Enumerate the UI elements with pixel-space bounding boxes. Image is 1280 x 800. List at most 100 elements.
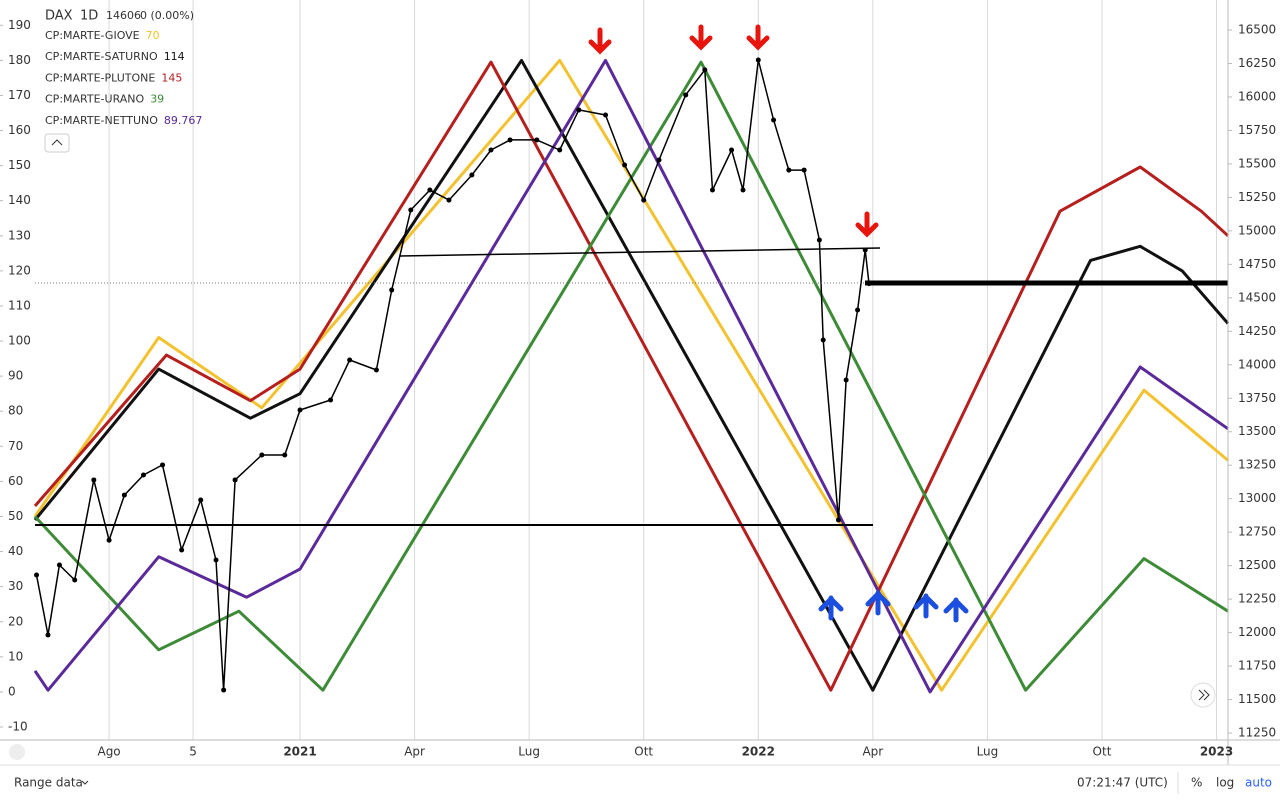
- series-line: [33, 58, 1229, 694]
- price-point: [855, 307, 861, 313]
- price-point: [835, 517, 841, 523]
- red-arrows: [588, 24, 879, 238]
- y-tick-label: 110: [8, 298, 31, 312]
- range-caret: [81, 780, 89, 785]
- y2-tick-label: 11250: [1238, 726, 1276, 740]
- series-line: [33, 58, 1229, 692]
- y-tick-label: 80: [8, 404, 23, 418]
- y2-tick-label: 15250: [1238, 190, 1276, 204]
- y-tick-label: 190: [8, 18, 31, 32]
- price-point: [446, 197, 452, 203]
- y-tick-label: 140: [8, 193, 31, 207]
- price-point: [801, 167, 807, 173]
- price-point: [106, 537, 112, 543]
- scroll-button[interactable]: [1190, 682, 1216, 708]
- y2-tick-label: 13250: [1238, 458, 1276, 472]
- y-tick-label: 170: [8, 88, 31, 102]
- collapse-button[interactable]: [44, 133, 70, 153]
- price-point: [198, 497, 204, 503]
- legend-name: CP:MARTE-SATURNO: [45, 50, 158, 63]
- price-point: [373, 367, 379, 373]
- price-point: [683, 92, 689, 98]
- price-point: [816, 237, 822, 243]
- symbol: DAX: [45, 9, 73, 24]
- legend-value: 39: [150, 93, 164, 106]
- range-button[interactable]: Range data: [14, 776, 83, 790]
- price-point: [786, 167, 792, 173]
- price-point: [729, 147, 735, 153]
- price-point: [702, 67, 708, 73]
- y-tick-label: 160: [8, 123, 31, 137]
- price-point: [843, 377, 849, 383]
- legend-name: CP:MARTE-PLUTONE: [45, 71, 155, 84]
- y2-tick-label: 14500: [1238, 290, 1276, 304]
- x-tick-label: 2021: [283, 745, 316, 759]
- series-line: [35, 59, 870, 691]
- header: DAX 1D 14606 0 (0.00%): [45, 9, 194, 24]
- y-tick-label: 60: [8, 474, 23, 488]
- auto-button[interactable]: auto: [1245, 776, 1272, 790]
- x-tick-label: Lug: [977, 745, 999, 759]
- legend-name: CP:MARTE-NETTUNO: [45, 114, 158, 127]
- y2-tick-label: 13750: [1238, 391, 1276, 405]
- down-arrow: [855, 211, 879, 238]
- clock: 07:21:47 (UTC): [1077, 776, 1168, 790]
- down-arrow: [689, 24, 713, 51]
- price-point: [232, 477, 238, 483]
- y2-tick-label: 15000: [1238, 223, 1276, 237]
- legend-name: CP:MARTE-URANO: [45, 93, 145, 106]
- price-point: [221, 687, 227, 693]
- price-point: [622, 162, 628, 168]
- x-tick-label: 2023: [1200, 745, 1233, 759]
- y2-tick-label: 11750: [1238, 659, 1276, 673]
- y2-tick-label: 13000: [1238, 491, 1276, 505]
- y2-tick-label: 12000: [1238, 625, 1276, 639]
- y-tick-label: 10: [8, 649, 23, 663]
- resistance-line: [399, 247, 881, 257]
- y-tick-label: 130: [8, 228, 31, 242]
- price-point: [259, 452, 265, 458]
- series-line: [33, 60, 1229, 692]
- price-point: [72, 577, 78, 583]
- y2-tick-label: 16000: [1238, 89, 1276, 103]
- price-point: [576, 107, 582, 113]
- percent-button[interactable]: %: [1191, 776, 1202, 790]
- price-point: [297, 407, 303, 413]
- up-arrow: [913, 593, 939, 619]
- price-point: [469, 172, 475, 178]
- legend-value: 114: [164, 50, 185, 63]
- y-tick-label: 50: [8, 509, 23, 523]
- y2-tick-label: 16500: [1238, 22, 1276, 36]
- price-point: [56, 562, 62, 568]
- price-point: [488, 147, 494, 153]
- y2-tick-label: 12500: [1238, 558, 1276, 572]
- up-arrow: [943, 597, 969, 623]
- y-tick-label: 120: [8, 263, 31, 277]
- y-tick-label: 30: [8, 579, 23, 593]
- zoom-reset-button[interactable]: [9, 744, 25, 760]
- y-tick-label: 180: [8, 53, 31, 67]
- down-arrow: [588, 27, 612, 55]
- price-point: [641, 197, 647, 203]
- x-tick-label: Apr: [404, 745, 425, 759]
- price-point: [213, 557, 219, 563]
- y-tick-label: 0: [8, 684, 16, 698]
- y2-tick-label: 14750: [1238, 257, 1276, 271]
- price-point: [121, 492, 127, 498]
- y2-tick-label: 11500: [1238, 692, 1276, 706]
- price-point: [328, 397, 334, 403]
- price-point: [557, 147, 563, 153]
- y2-tick-label: 14000: [1238, 357, 1276, 371]
- y-tick-label: -10: [8, 720, 28, 734]
- x-tick-label: 5: [189, 745, 197, 759]
- y2-tick-label: 14250: [1238, 324, 1276, 338]
- log-button[interactable]: log: [1216, 776, 1234, 790]
- blue-arrows: [818, 590, 969, 623]
- legend-value: 70: [146, 29, 160, 42]
- x-tick-label: Ott: [634, 745, 653, 759]
- price-point: [282, 452, 288, 458]
- legend-value: 89.767: [164, 114, 203, 127]
- price-point: [709, 187, 715, 193]
